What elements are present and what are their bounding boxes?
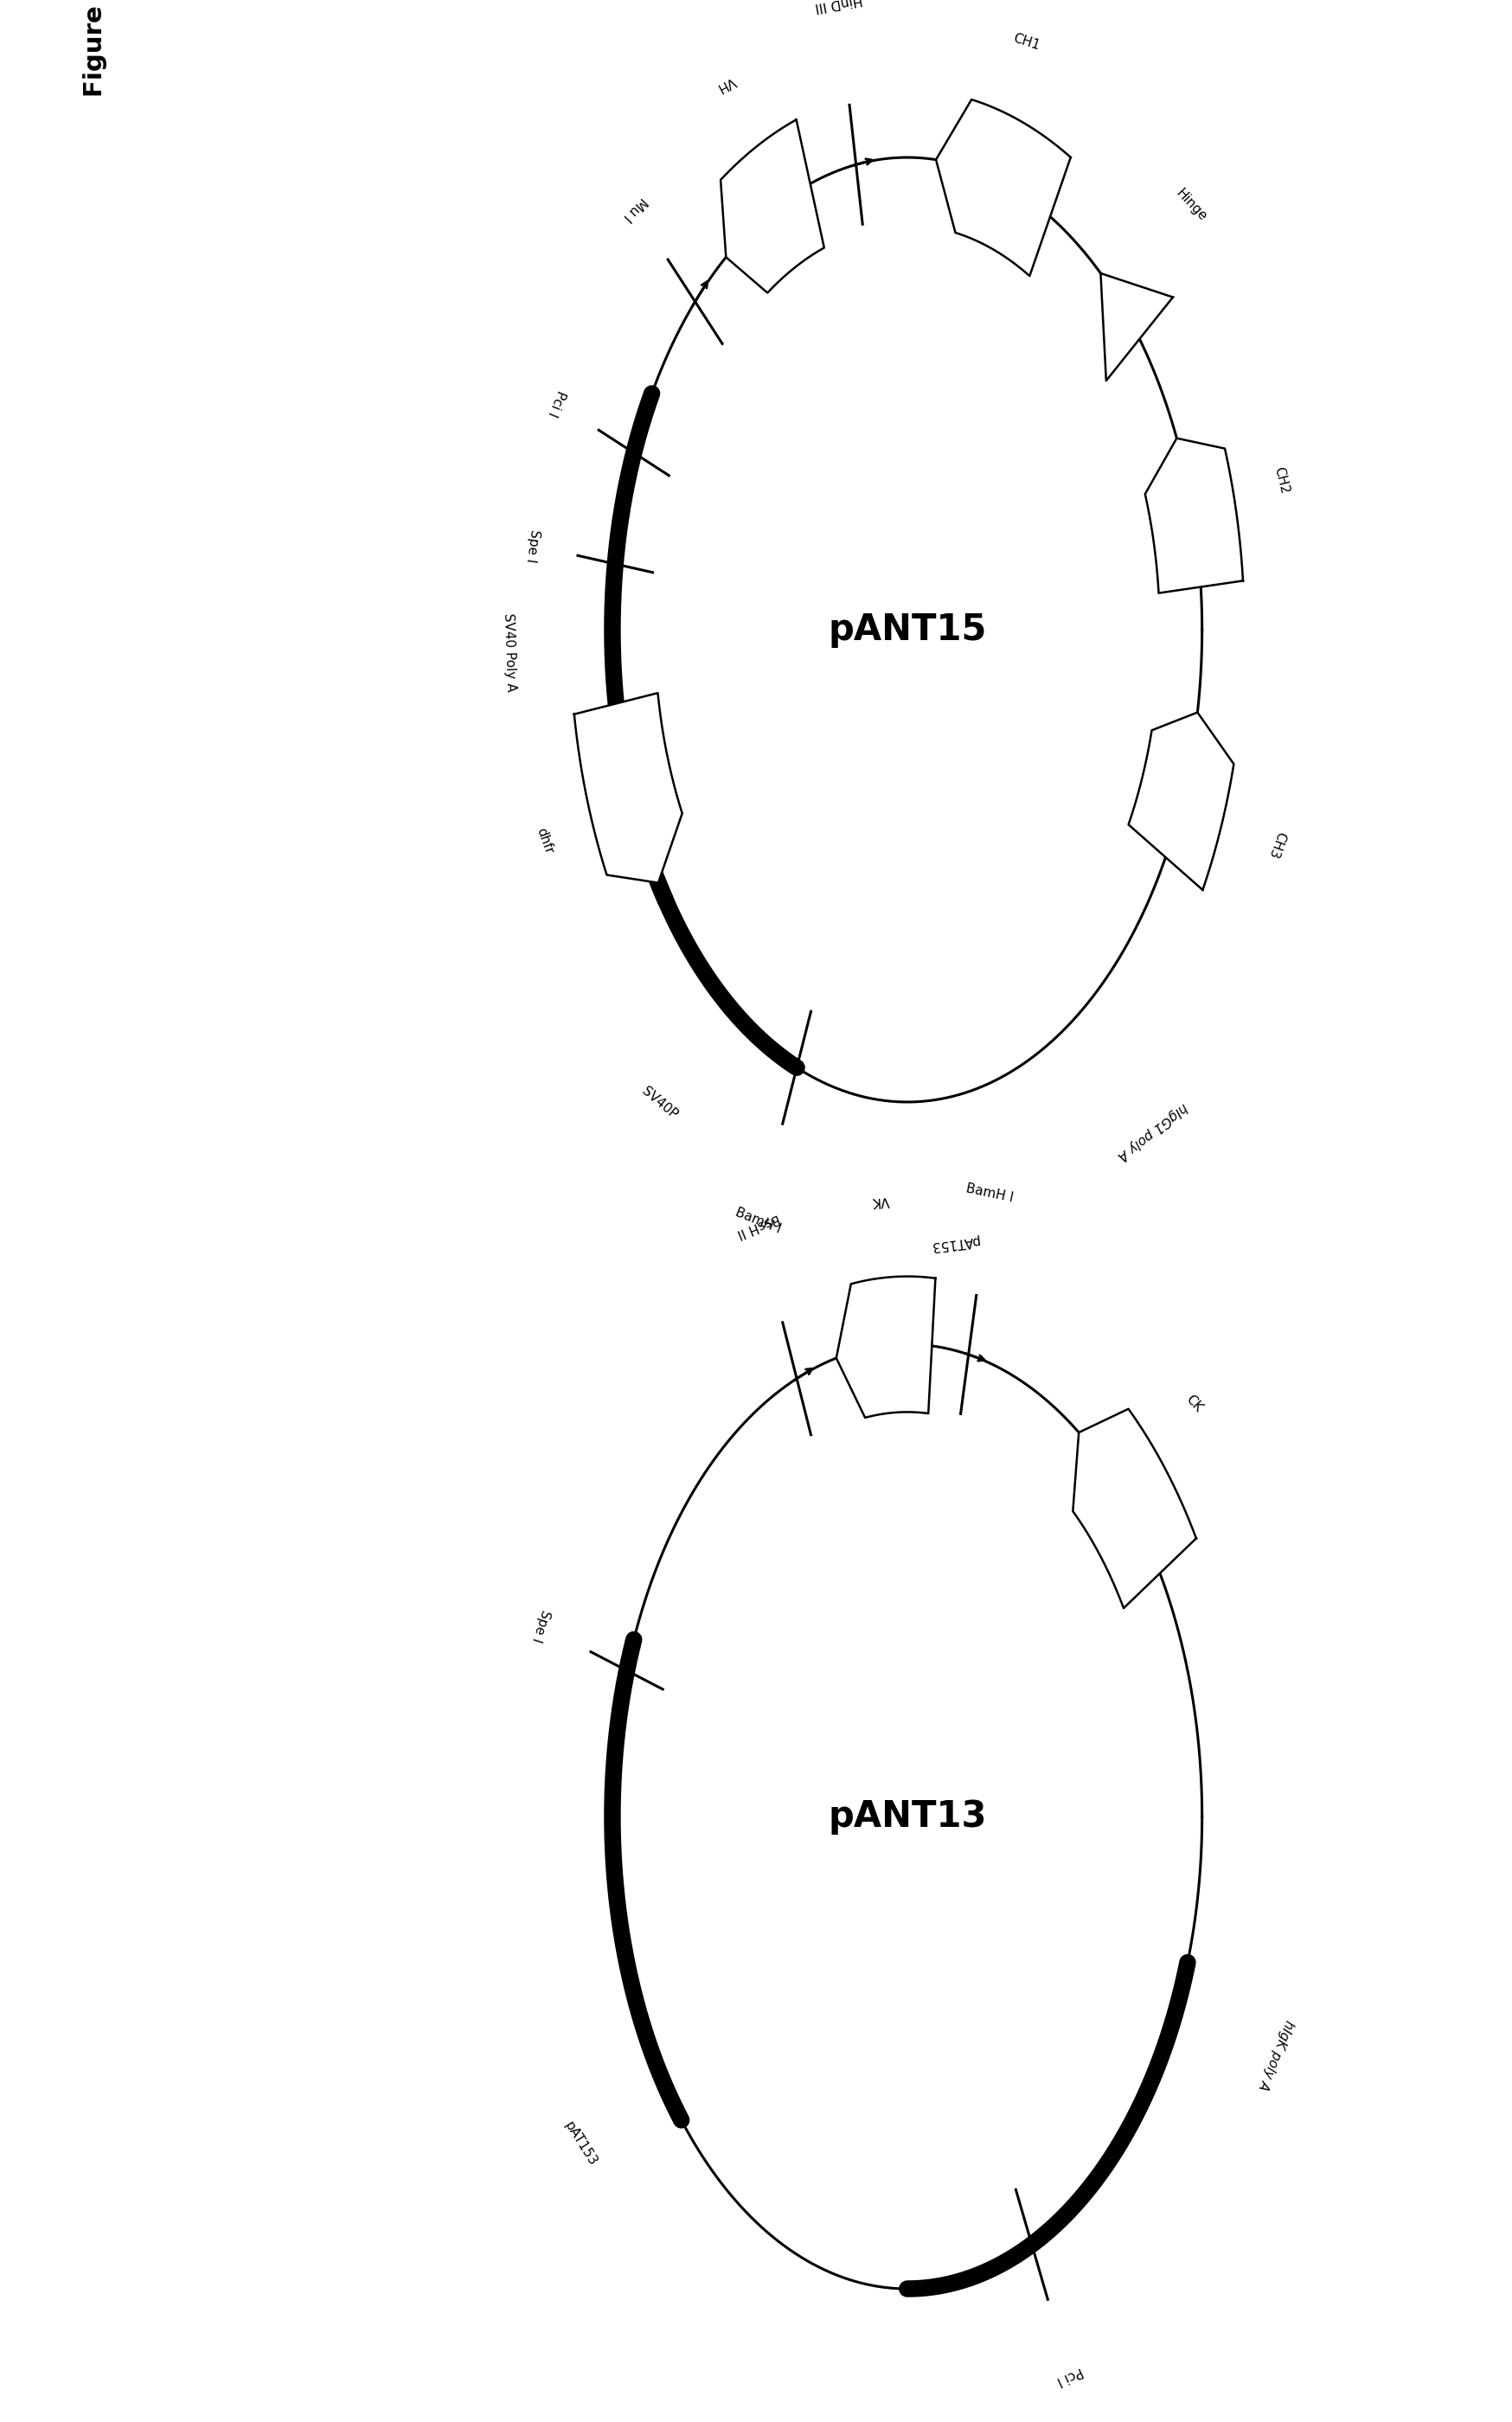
Text: pANT15: pANT15: [829, 610, 986, 647]
Text: Figure 1: Light Chain and Heavy Chain Expression Vectors.: Figure 1: Light Chain and Heavy Chain Ex…: [83, 0, 107, 97]
Polygon shape: [1101, 274, 1173, 380]
Text: pAT153: pAT153: [928, 1233, 980, 1252]
Polygon shape: [1074, 1410, 1196, 1608]
Text: Pci I: Pci I: [1055, 2364, 1086, 2388]
Text: SV40P: SV40P: [640, 1085, 680, 1121]
Text: Pci I: Pci I: [546, 388, 569, 419]
Text: BamH I: BamH I: [733, 1206, 783, 1235]
Text: hIgG1 poly A: hIgG1 poly A: [1114, 1100, 1190, 1163]
Polygon shape: [836, 1276, 936, 1417]
Text: VH: VH: [715, 75, 738, 94]
Text: SV40 Poly A: SV40 Poly A: [502, 613, 517, 690]
Text: Mu I: Mu I: [621, 194, 650, 223]
Text: BamH I: BamH I: [965, 1182, 1015, 1204]
Polygon shape: [936, 99, 1070, 276]
Text: HinD III: HinD III: [813, 0, 863, 12]
Polygon shape: [721, 119, 824, 293]
Text: hIgK poly A: hIgK poly A: [1256, 2018, 1296, 2093]
Text: pANT13: pANT13: [829, 1797, 986, 1836]
Text: CH1: CH1: [1012, 31, 1042, 53]
Text: Hinge: Hinge: [1173, 186, 1210, 223]
Text: dhfr: dhfr: [534, 826, 555, 855]
Text: CH3: CH3: [1266, 831, 1287, 860]
Text: Spe I: Spe I: [525, 528, 541, 562]
Polygon shape: [575, 693, 682, 882]
Text: CK: CK: [1182, 1393, 1205, 1414]
Text: pAT153: pAT153: [561, 2119, 599, 2168]
Text: BssH II: BssH II: [735, 1211, 782, 1240]
Text: Spe I: Spe I: [529, 1608, 552, 1645]
Polygon shape: [1145, 438, 1243, 593]
Polygon shape: [1128, 712, 1234, 889]
Text: VK: VK: [871, 1194, 889, 1209]
Text: CH2: CH2: [1272, 465, 1291, 494]
